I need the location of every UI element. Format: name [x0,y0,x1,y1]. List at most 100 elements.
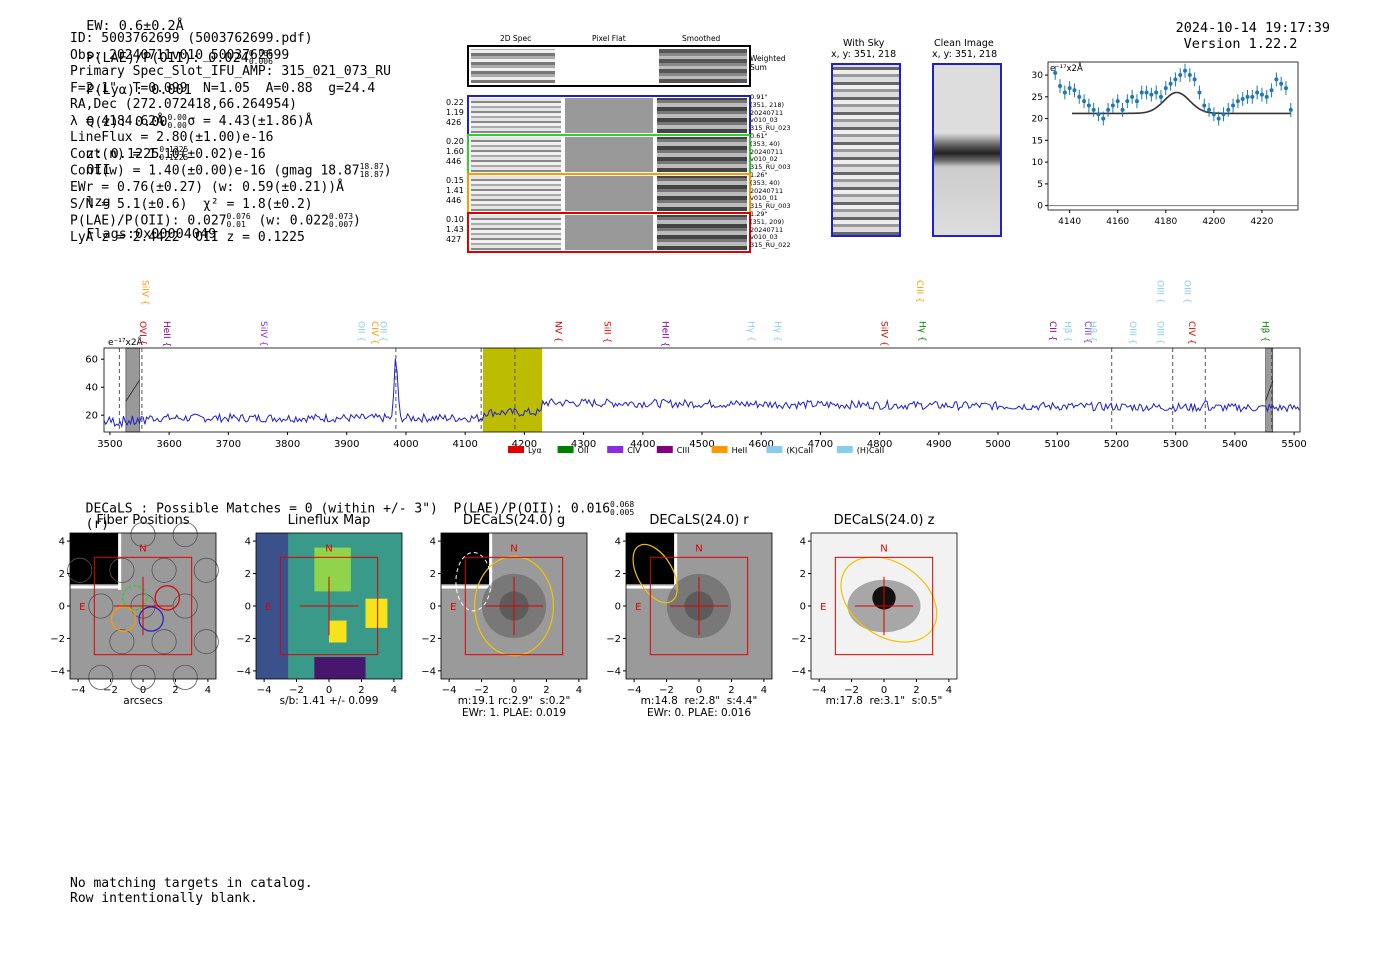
fit-data-point [1226,107,1231,112]
fiber-circle [193,629,219,655]
fit-data-point [1178,73,1183,78]
lineflux-map-peak [365,598,388,628]
spectrum-line-label-group: SiIV { [258,321,268,347]
clean-title: Clean Image [934,38,994,49]
decals-ytick-label: −2 [236,634,251,645]
cutout-2d-image [471,98,561,133]
info-gmag-lo: 18.87 [359,170,384,179]
spectrum-line-label-group: SiIV { [878,321,888,347]
fit-data-point [1192,77,1197,82]
cutout-row-right-value: v010_03 [750,233,778,242]
info-cont-n: Cont(n) = 1.10(±0.02)e-16 [70,146,266,162]
cutout-row-left-value: 446 [446,157,462,166]
decals-xtick-label: 4 [576,685,582,696]
cutout-2d-image [471,137,561,172]
header-timestamp: 2024-10-14 19:17:39 [1175,20,1330,36]
decals-ytick-label: 0 [245,602,251,613]
north-label: N [880,544,887,555]
clean-image [932,63,1002,237]
fit-data-point [1134,99,1139,104]
weighted-sum-box [467,45,751,87]
north-label: N [325,544,332,555]
spectrum-line-label-group: NV { [553,321,563,342]
cutout-row-left-value: 1.41 [446,186,464,195]
cutout-row-left-value: 0.22 [446,98,464,107]
legend-swatch [836,446,853,453]
aperture-ellipse [473,555,555,657]
aperture-ellipse [840,556,938,643]
legend-swatch [766,446,783,453]
cutout-row-right-labels: 0.61" (353, 40) 20240711 v010_02 315_RU_003 [750,132,791,172]
header-plae: P(LAE)/P(OII): 0.024 [86,50,249,66]
cutout-flat-image [565,137,653,172]
fiber-circle-green [121,584,148,611]
decals-ytick-label: 2 [615,569,621,580]
decals-ytick-label: 0 [800,602,806,613]
header-ew: EW: 0.6±0.2Å [86,18,184,34]
spectrum-line-label-group: HeII { [161,321,171,347]
cutout-row-right-value: v010_01 [750,194,778,203]
spectrum-line-label-group: CIII { [1082,321,1092,344]
fit-data-point [1125,99,1130,104]
cutout-row-left-value: 0.20 [446,137,464,146]
decals-ytick-label: −4 [236,666,251,677]
spectrum-line-label: HeII { [161,321,171,347]
spectrum-line-label-group: OIII { [1127,321,1137,345]
decals-ytick-label: 0 [615,602,621,613]
cutout-row-right-value: 20240711 [750,225,784,234]
decals-xtick-label: −2 [659,685,674,696]
fit-data-point [1274,77,1279,82]
info-plae: P(LAE)/P(OII): 0.027 0.076 0.01 (w: 0.022 0… [70,212,361,229]
decals-xtick-label: −4 [71,685,86,696]
fit-data-point [1173,77,1178,82]
search-box [279,556,379,656]
cutout-row-right-value: (351, 209) [750,217,785,226]
fit-data-point [1231,103,1236,108]
fit-data-point [1255,90,1260,95]
cutout-col-flat: Pixel Flat [592,34,626,43]
spectrum-xtick-label: 4600 [748,439,773,450]
header-line: OII [86,162,111,178]
fit-xtick-label: 4160 [1106,217,1129,227]
fit-plot: 0 5 10 15 20 25 30 4140 4160 4180 4200 4220 e⁻¹⁷x2Å [1032,61,1299,227]
search-box [93,556,193,656]
spectrum-line-label-group: CII { [1047,321,1057,341]
info-lineflux: LineFlux = 2.80(±1.00)e-16 [70,130,274,145]
header-z: z: 0.1225 [86,146,160,162]
decals-ytick-label: 4 [59,537,65,548]
fit-model-curve [1072,91,1291,115]
header-plya: P(Lyα): 0.001 [86,82,192,98]
fit-data-point [1235,99,1240,104]
footer-blank: Row intentionally blank. [70,891,258,906]
spectrum-line-label: NV { [553,321,563,342]
spectrum-xtick-label: 3500 [97,439,122,450]
cutout-smooth-image [657,98,747,133]
fit-data-point [1086,103,1091,108]
spectrum-highlight-band [482,348,543,432]
decals-panel-caption: m:14.8 re:2.8" s:4.4" EWr: 0. PLAE: 0.01… [640,695,758,719]
cutout-flat-image [565,98,653,133]
fit-data-point [1168,81,1173,86]
fiber-circle [151,557,177,583]
cutout-smooth-image [657,215,747,250]
fiber-circle-red [154,585,181,611]
decals-panel-3: N E −4 −4 −2 −2 0 0 2 2 4 4 [606,532,773,696]
decals-panel-1: N E −4 −4 −2 −2 0 0 2 2 4 4 [236,532,403,696]
cutout-flat-image [565,176,653,211]
spectrum-ytick-label: 20 [85,411,98,422]
legend-label: OII [578,446,589,455]
cutout-row-right-value: 1.29" [750,210,768,218]
header-version: Version 1.22.2 [1183,36,1298,52]
spectrum-ytick-label: 40 [85,383,98,394]
info-cont-w-text: Cont(w) = 1.40(±0.00)e-16 (gmag 18.87 [70,163,360,179]
info-primary-spec: Primary Spec_Slot_IFU_AMP: 315_021_073_R… [70,64,391,79]
cutout-row-right-value: (353, 40) [750,139,780,148]
info-plae-hi: 0.076 [226,212,251,221]
header-qz-hi: 0.00 [167,113,187,122]
spectrum-xtick-label: 3900 [334,439,359,450]
decals-ytick-label: −4 [421,666,436,677]
with-sky-title: With Sky [843,38,885,49]
info-fiber-params: F=2.1" T=0.099 N=1.05 A=0.88 g=24.4 [70,80,376,96]
info-redshifts: LyA z = 2.4422 OII z = 0.1225 [70,230,305,245]
fit-data-point [1091,107,1096,112]
